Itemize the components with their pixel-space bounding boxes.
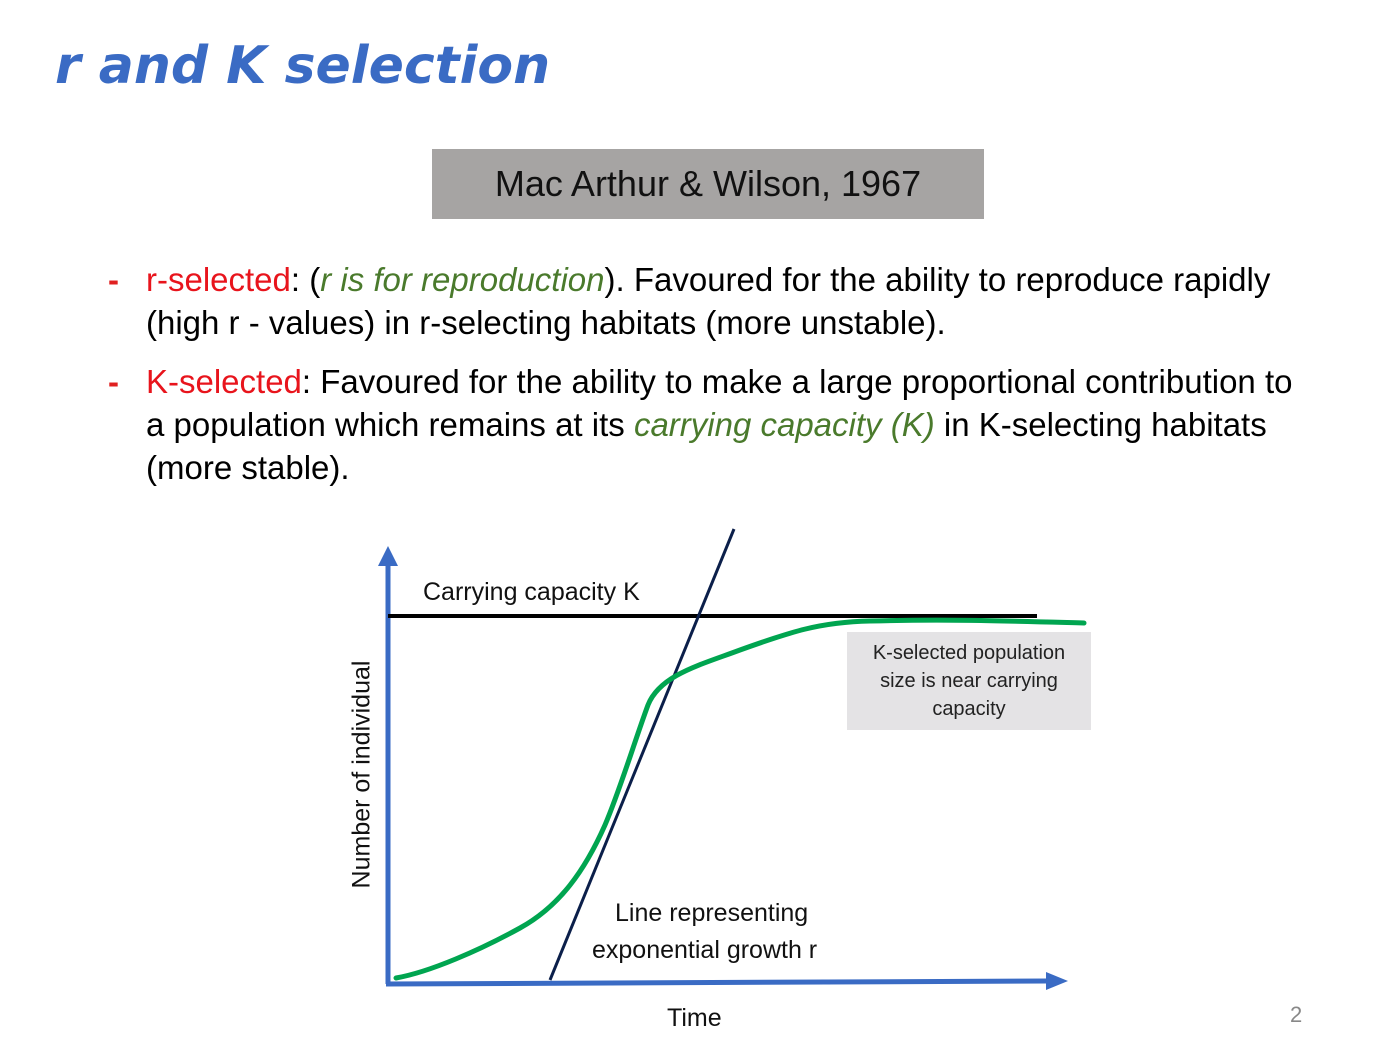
bullet-dash: -: [108, 363, 119, 400]
bullet-k-selected: - K-selected: Favoured for the ability t…: [108, 360, 1308, 489]
carrying-capacity-highlight: carrying capacity (K): [633, 406, 935, 443]
k-selected-callout: K-selected population size is near carry…: [847, 632, 1091, 730]
term-r-selected: r-selected: [146, 261, 291, 298]
term-k-selected: K-selected: [146, 363, 302, 400]
slide-title: r and K selection: [55, 36, 551, 96]
logistic-growth-curve: [393, 617, 1087, 981]
x-axis: [385, 978, 1049, 987]
carrying-capacity-label: Carrying capacity K: [423, 578, 640, 606]
citation-text: Mac Arthur & Wilson, 1967: [494, 163, 922, 204]
x-axis-label: Time: [667, 1004, 722, 1032]
exponential-growth-line: [548, 528, 736, 981]
page-number: 2: [1290, 1002, 1303, 1027]
bullet-list: - r-selected: (r is for reproduction). F…: [108, 258, 1308, 505]
y-axis-arrow-icon: [378, 546, 398, 566]
x-axis-arrow-icon: [1046, 972, 1068, 990]
exponential-label-line2: exponential growth r: [592, 936, 818, 964]
bullet-dash: -: [108, 261, 119, 298]
exponential-label-line1: Line representing: [615, 899, 809, 927]
citation-box: Mac Arthur & Wilson, 1967: [432, 149, 984, 219]
y-axis-label: Number of individual: [347, 660, 376, 889]
bullet-r-selected: - r-selected: (r is for reproduction). F…: [108, 258, 1308, 344]
r-note: r is for reproduction: [320, 261, 605, 298]
